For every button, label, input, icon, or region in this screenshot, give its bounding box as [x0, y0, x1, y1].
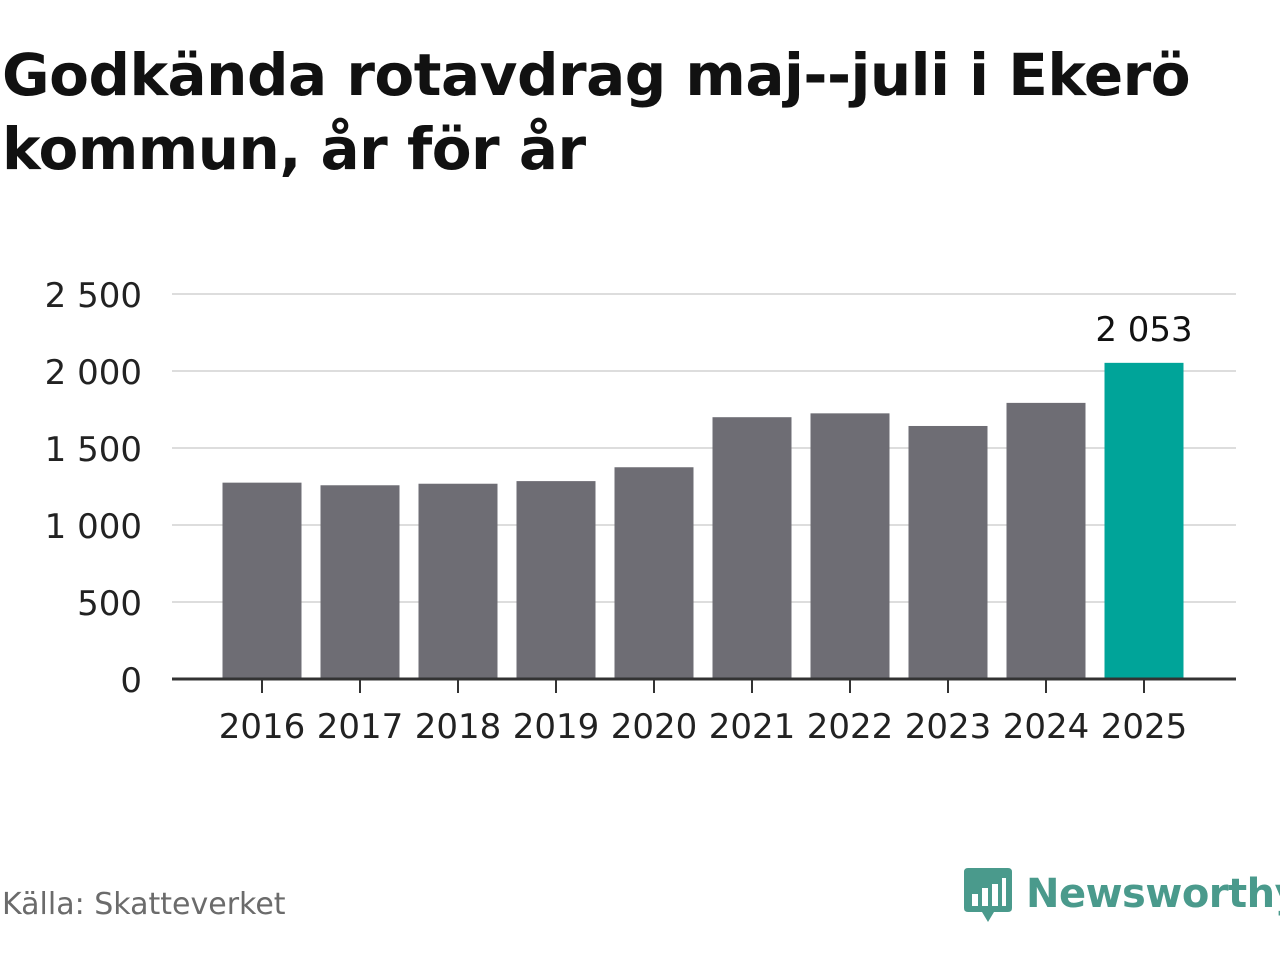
- highlight-bar: [1104, 362, 1184, 679]
- chart-title: Godkända rotavdrag maj--juli i Ekerö kom…: [2, 41, 1191, 183]
- x-tick-label: 2023: [905, 707, 992, 747]
- bar: [320, 485, 400, 679]
- brand-name: Newsworthy: [1026, 871, 1280, 917]
- x-tick-label: 2020: [611, 707, 698, 747]
- x-tick-label: 2021: [709, 707, 796, 747]
- x-tick-label: 2017: [317, 707, 404, 747]
- y-tick-label: 2 000: [45, 353, 142, 393]
- bar: [908, 425, 988, 679]
- source-note: Källa: Skatteverket: [2, 887, 286, 922]
- x-tick-label: 2024: [1003, 707, 1090, 747]
- bar: [614, 467, 694, 679]
- bar: [516, 481, 596, 679]
- bar: [810, 413, 890, 679]
- x-tick-label: 2025: [1101, 707, 1188, 747]
- x-tick-label: 2016: [219, 707, 306, 747]
- x-tick-label: 2019: [513, 707, 600, 747]
- y-tick-label: 1 000: [45, 507, 142, 547]
- y-tick-label: 1 500: [45, 430, 142, 470]
- bar: [712, 417, 792, 679]
- data-label: 2 053: [1095, 310, 1192, 350]
- newsworthy-logo: Newsworthy: [962, 864, 1280, 924]
- bar: [1006, 402, 1086, 679]
- newsworthy-logo-icon: [964, 868, 1012, 922]
- y-tick-label: 2 500: [45, 276, 142, 316]
- x-tick-label: 2022: [807, 707, 894, 747]
- bar: [222, 482, 302, 679]
- y-tick-label: 0: [120, 661, 142, 701]
- bar: [418, 483, 498, 679]
- y-tick-label: 500: [77, 584, 142, 624]
- x-tick-label: 2018: [415, 707, 502, 747]
